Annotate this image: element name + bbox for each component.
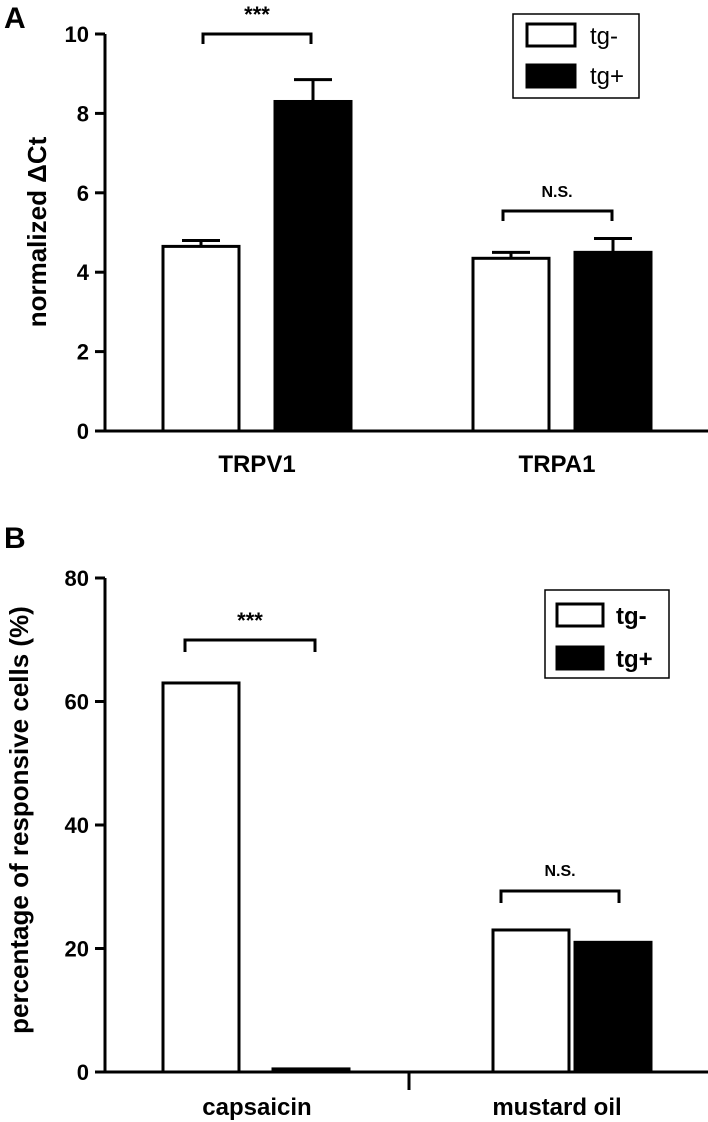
panel-b-legend-swatch-tg-plus — [555, 645, 605, 671]
panel-b-category-label-capsaicin: capsaicin — [202, 1094, 311, 1121]
panel-b-category-label-mustard-oil: mustard oil — [492, 1094, 621, 1121]
panel-a-category-label-trpv1: TRPV1 — [218, 451, 295, 478]
panel-b-y-ticks: 0 20 40 60 80 — [65, 566, 105, 1085]
panel-b-bar-capsaicin-tg-minus — [161, 681, 241, 1074]
panel-a-legend-label-tg-minus: tg- — [590, 23, 618, 50]
panel-a-legend: tg- tg+ — [512, 13, 640, 99]
panel-a-legend-swatch-tg-minus — [525, 22, 577, 48]
panel-b: B percentage of responsive cells (%) cap… — [4, 522, 708, 1121]
panel-b-y-tick-label: 20 — [65, 937, 89, 962]
panel-b-y-tick-label: 0 — [77, 1060, 89, 1085]
panel-a-y-tick-label: 2 — [77, 340, 89, 365]
panel-b-legend-swatch-tg-minus — [555, 602, 605, 628]
panel-b-bar-mustard-oil-tg-minus — [491, 928, 571, 1074]
panel-a-significance-label-trpa1: N.S. — [541, 184, 572, 201]
panel-a-letter: A — [4, 2, 26, 35]
panel-a-bar-trpa1-tg-minus — [471, 256, 551, 433]
panel-a: A normalized ΔCt TRPV1 TRPA1 tg- tg+ ***… — [4, 2, 708, 478]
panel-b-y-axis-label: percentage of responsive cells (%) — [4, 606, 34, 1034]
panel-a-significance-label-trpv1: *** — [244, 2, 270, 27]
panel-a-legend-swatch-tg-plus — [525, 63, 577, 89]
panel-a-y-ticks: 0 2 4 6 8 10 — [65, 22, 105, 444]
panel-a-y-tick-label: 10 — [65, 22, 89, 47]
panel-a-y-tick-label: 8 — [77, 101, 89, 126]
panel-a-significance-bracket-trpa1 — [501, 209, 614, 221]
panel-b-significance-bracket-capsaicin — [183, 638, 317, 652]
panel-a-y-tick-label: 4 — [77, 260, 90, 285]
panel-b-bars — [161, 681, 653, 1074]
panel-a-bars — [161, 78, 653, 433]
panel-a-y-tick-label: 6 — [77, 181, 89, 206]
panel-b-significance-bracket-mustard-oil — [499, 889, 621, 903]
panel-b-legend-label-tg-minus: tg- — [616, 603, 647, 630]
panel-b-letter: B — [4, 522, 26, 555]
panel-a-y-tick-label: 0 — [77, 419, 89, 444]
panel-a-bar-trpa1-tg-plus — [573, 250, 653, 433]
panel-a-legend-label-tg-plus: tg+ — [590, 63, 624, 90]
panel-b-y-tick-label: 80 — [65, 566, 89, 591]
panel-a-bar-trpv1-tg-plus — [273, 99, 353, 433]
panel-b-y-tick-label: 60 — [65, 690, 89, 715]
panel-a-bar-trpv1-tg-minus — [161, 244, 241, 433]
panel-b-legend-label-tg-plus: tg+ — [616, 646, 653, 673]
panel-a-significance-bracket-trpv1 — [201, 32, 313, 44]
panel-b-y-tick-label: 40 — [65, 813, 89, 838]
panel-a-category-label-trpa1: TRPA1 — [519, 451, 596, 478]
panel-b-legend: tg- tg+ — [544, 589, 670, 679]
panel-b-significance-label-mustard-oil: N.S. — [544, 863, 575, 880]
panel-b-bar-mustard-oil-tg-plus — [573, 940, 653, 1074]
panel-b-significance-label-capsaicin: *** — [237, 608, 263, 633]
panel-b-bar-capsaicin-tg-plus — [271, 1067, 351, 1074]
panel-a-y-axis-label: normalized ΔCt — [22, 136, 52, 327]
